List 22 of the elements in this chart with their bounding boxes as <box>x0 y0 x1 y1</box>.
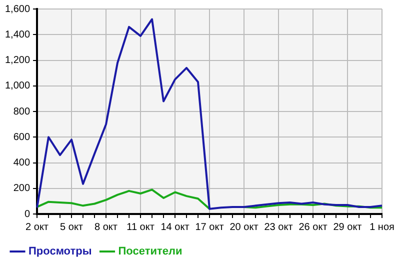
y-tick-label: 1,600 <box>4 4 30 15</box>
x-tick-label: 5 окт <box>60 222 84 233</box>
y-tick-label: 400 <box>13 158 30 168</box>
y-tick-label: 1,000 <box>4 80 30 92</box>
legend-label: Просмотры <box>28 246 92 258</box>
y-tick-label: 1,200 <box>4 55 30 66</box>
legend-label: Посетители <box>118 246 182 258</box>
x-tick-label: 8 окт <box>94 222 118 233</box>
x-tick-label: 23 окт <box>264 222 294 233</box>
x-tick-label: 29 окт <box>333 222 362 233</box>
x-tick-label: 1 ноя <box>370 222 394 233</box>
x-tick-label: 26 окт <box>298 222 328 233</box>
x-tick-label: 2 окт <box>26 222 49 233</box>
x-tick-label: 14 окт <box>160 222 190 233</box>
y-tick-label: 0 <box>24 208 30 220</box>
x-tick-label: 20 окт <box>230 222 259 233</box>
y-tick-label: 800 <box>13 106 30 118</box>
y-tick-label: 600 <box>13 132 30 143</box>
y-tick-label: 200 <box>13 183 30 194</box>
y-tick-label: 1,400 <box>4 29 30 40</box>
x-tick-label: 17 окт <box>195 222 224 233</box>
x-tick-label: 11 окт <box>126 222 155 233</box>
